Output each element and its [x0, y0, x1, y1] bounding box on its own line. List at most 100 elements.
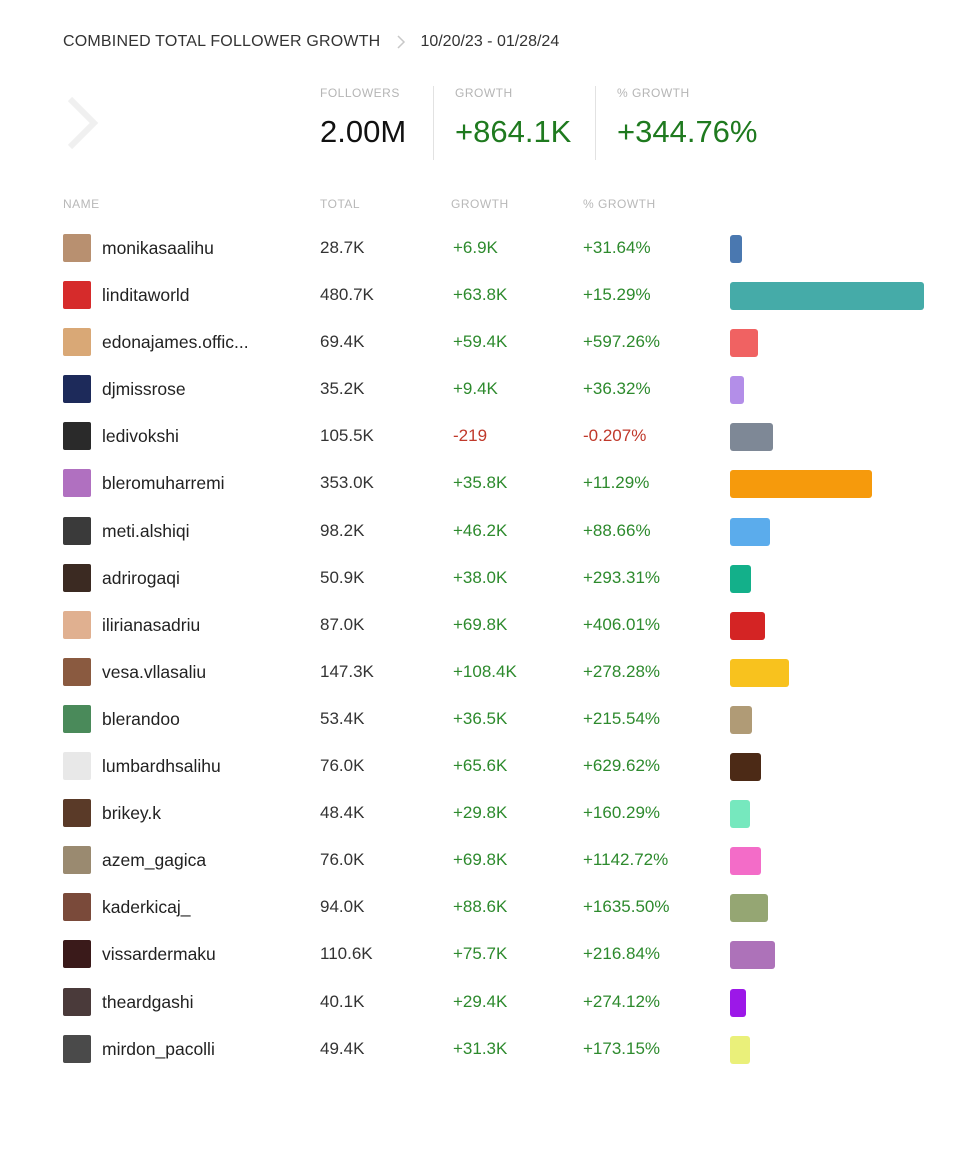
- total-bar: [730, 705, 752, 734]
- account-name[interactable]: monikasaalihu: [102, 238, 214, 258]
- account-name[interactable]: brikey.k: [102, 803, 161, 824]
- total-value: 98.2K: [320, 520, 365, 540]
- avatar: [63, 987, 91, 1016]
- avatar: [63, 704, 91, 733]
- total-bar: [730, 470, 872, 499]
- table-row[interactable]: vissardermaku 110.6K +75.7K +216.84%: [0, 931, 980, 978]
- account-name[interactable]: edonajames.offic...: [102, 332, 249, 353]
- account-name[interactable]: blerandoo: [102, 708, 180, 729]
- growth-value: +864.1K: [455, 114, 572, 149]
- avatar: [63, 893, 91, 922]
- pct-growth-value: +88.66%: [583, 520, 651, 540]
- total-value: 69.4K: [320, 332, 365, 352]
- pct-growth-value: +160.29%: [583, 803, 661, 823]
- chevron-right-icon: [397, 35, 406, 49]
- account-name[interactable]: vissardermaku: [102, 944, 216, 965]
- growth-label: GROWTH: [455, 86, 513, 100]
- avatar: [63, 846, 91, 875]
- pct-growth-value: +406.01%: [583, 614, 661, 634]
- total-bar: [730, 658, 789, 687]
- pct-growth-value: +215.54%: [583, 708, 661, 728]
- table-row[interactable]: kaderkicaj_ 94.0K +88.6K +1635.50%: [0, 884, 980, 931]
- growth-value: -219: [453, 426, 488, 446]
- account-name[interactable]: vesa.vllasaliu: [102, 661, 207, 682]
- account-name[interactable]: djmissrose: [102, 379, 186, 400]
- growth-value: +29.4K: [453, 991, 508, 1011]
- account-name[interactable]: lumbardhsalihu: [102, 756, 221, 777]
- table-row[interactable]: ilirianasadriu 87.0K +69.8K +406.01%: [0, 602, 980, 649]
- account-name[interactable]: mirdon_pacolli: [102, 1038, 215, 1059]
- date-range[interactable]: 10/20/23 - 01/28/24: [420, 33, 560, 50]
- pct-growth-stat: % GROWTH +344.76%: [617, 86, 757, 160]
- table-row[interactable]: blerandoo 53.4K +36.5K +215.54%: [0, 696, 980, 743]
- pct-growth-value: +1142.72%: [583, 850, 669, 870]
- avatar: [63, 422, 91, 451]
- table-row[interactable]: monikasaalihu 28.7K +6.9K +31.64%: [0, 225, 980, 272]
- column-header-total[interactable]: TOTAL: [320, 197, 361, 211]
- total-bar: [730, 847, 761, 876]
- growth-value: +36.5K: [453, 708, 508, 728]
- total-value: 110.6K: [320, 944, 373, 964]
- table-row[interactable]: edonajames.offic... 69.4K +59.4K +597.26%: [0, 319, 980, 366]
- pct-growth-value: +36.32%: [583, 379, 651, 399]
- growth-stat: GROWTH +864.1K: [455, 86, 571, 160]
- pct-growth-value: +597.26%: [583, 332, 661, 352]
- total-bar: [730, 329, 758, 358]
- pct-growth-value: +1635.50%: [583, 897, 670, 917]
- table-row[interactable]: djmissrose 35.2K +9.4K +36.32%: [0, 366, 980, 413]
- total-bar: [730, 282, 924, 311]
- growth-value: +6.9K: [453, 238, 498, 257]
- avatar: [63, 1034, 91, 1063]
- table-row[interactable]: linditaworld 480.7K +63.8K +15.29%: [0, 272, 980, 319]
- table-row[interactable]: adrirogaqi 50.9K +38.0K +293.31%: [0, 555, 980, 602]
- followers-stat: FOLLOWERS 2.00M: [320, 86, 406, 160]
- followers-label: FOLLOWERS: [320, 86, 400, 100]
- total-bar: [730, 517, 770, 546]
- pct-growth-value: +344.76%: [617, 114, 758, 149]
- table-row[interactable]: ledivokshi 105.5K -219 -0.207%: [0, 413, 980, 460]
- column-header-name[interactable]: NAME: [63, 197, 100, 211]
- column-header-growth[interactable]: GROWTH: [451, 197, 509, 211]
- pct-growth-value: +15.29%: [583, 285, 651, 305]
- account-name[interactable]: azem_gagica: [102, 850, 207, 871]
- total-value: 94.0K: [320, 897, 365, 917]
- account-name[interactable]: theardgashi: [102, 991, 194, 1012]
- table-row[interactable]: bleromuharremi 353.0K +35.8K +11.29%: [0, 460, 980, 507]
- pct-growth-value: +629.62%: [583, 756, 661, 776]
- account-name[interactable]: ledivokshi: [102, 426, 179, 447]
- table-row[interactable]: meti.alshiqi 98.2K +46.2K +88.66%: [0, 508, 980, 555]
- avatar: [63, 657, 91, 686]
- column-header-pct-growth[interactable]: % GROWTH: [583, 197, 656, 211]
- account-name[interactable]: meti.alshiqi: [102, 520, 190, 541]
- table-row[interactable]: lumbardhsalihu 76.0K +65.6K +629.62%: [0, 743, 980, 790]
- total-value: 48.4K: [320, 803, 365, 823]
- avatar: [63, 563, 91, 592]
- growth-value: +69.8K: [453, 850, 508, 870]
- table-row[interactable]: theardgashi 40.1K +29.4K +274.12%: [0, 979, 980, 1026]
- expand-chevron-icon[interactable]: [64, 95, 100, 151]
- growth-value: +35.8K: [453, 473, 508, 493]
- growth-value: +38.0K: [453, 567, 508, 587]
- account-name[interactable]: adrirogaqi: [102, 567, 180, 588]
- growth-value: +59.4K: [453, 332, 508, 352]
- table-header: NAME TOTAL GROWTH % GROWTH: [0, 197, 980, 213]
- pct-growth-value: +216.84%: [583, 944, 661, 964]
- growth-value: +46.2K: [453, 520, 508, 540]
- table-row[interactable]: vesa.vllasaliu 147.3K +108.4K +278.28%: [0, 649, 980, 696]
- total-value: 35.2K: [320, 379, 365, 399]
- growth-value: +63.8K: [453, 285, 508, 305]
- pct-growth-value: +274.12%: [583, 991, 661, 1011]
- account-name[interactable]: bleromuharremi: [102, 473, 225, 494]
- avatar: [63, 940, 91, 969]
- total-bar: [730, 1035, 750, 1064]
- table-row[interactable]: mirdon_pacolli 49.4K +31.3K +173.15%: [0, 1026, 980, 1073]
- growth-value: +65.6K: [453, 756, 508, 776]
- account-name[interactable]: ilirianasadriu: [102, 614, 201, 635]
- table-row[interactable]: brikey.k 48.4K +29.8K +160.29%: [0, 790, 980, 837]
- account-name[interactable]: kaderkicaj_: [102, 897, 191, 918]
- avatar: [63, 375, 91, 404]
- total-bar: [730, 941, 775, 970]
- total-bar: [730, 423, 773, 452]
- table-row[interactable]: azem_gagica 76.0K +69.8K +1142.72%: [0, 837, 980, 884]
- account-name[interactable]: linditaworld: [102, 285, 190, 306]
